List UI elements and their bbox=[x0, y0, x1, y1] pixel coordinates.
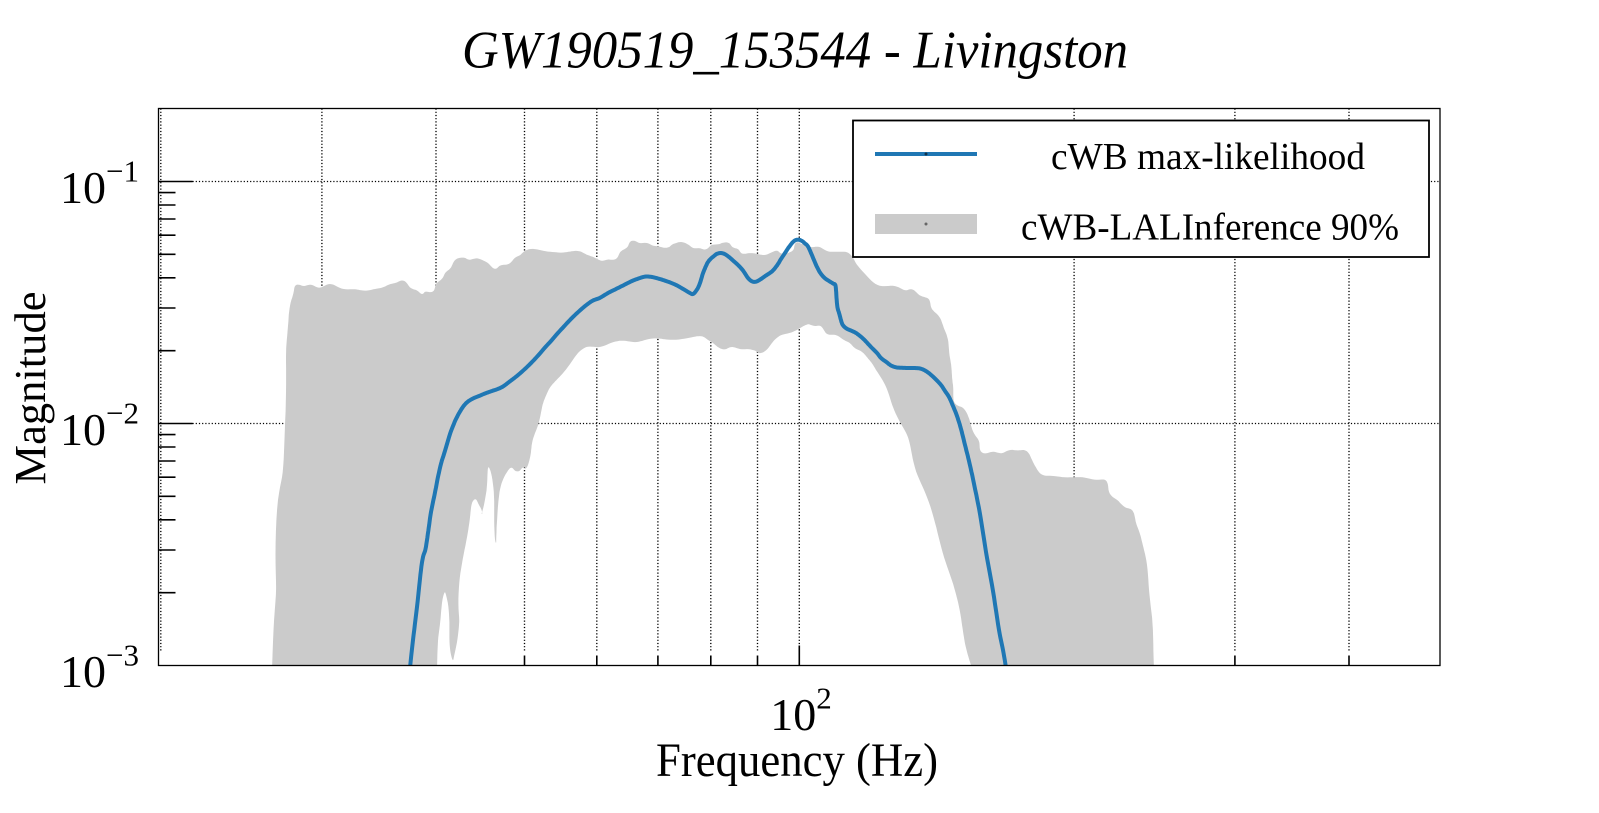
svg-text:102: 102 bbox=[770, 681, 832, 741]
svg-text:Magnitude: Magnitude bbox=[6, 292, 55, 485]
svg-text:cWB-LALInference 90%: cWB-LALInference 90% bbox=[1021, 207, 1399, 249]
svg-text:GW190519_153544 - Livingston: GW190519_153544 - Livingston bbox=[462, 22, 1128, 80]
svg-text:cWB max-likelihood: cWB max-likelihood bbox=[1051, 136, 1365, 178]
svg-text:10−1: 10−1 bbox=[60, 154, 139, 214]
svg-text:10−2: 10−2 bbox=[60, 396, 139, 456]
svg-text:Frequency (Hz): Frequency (Hz) bbox=[656, 734, 938, 787]
